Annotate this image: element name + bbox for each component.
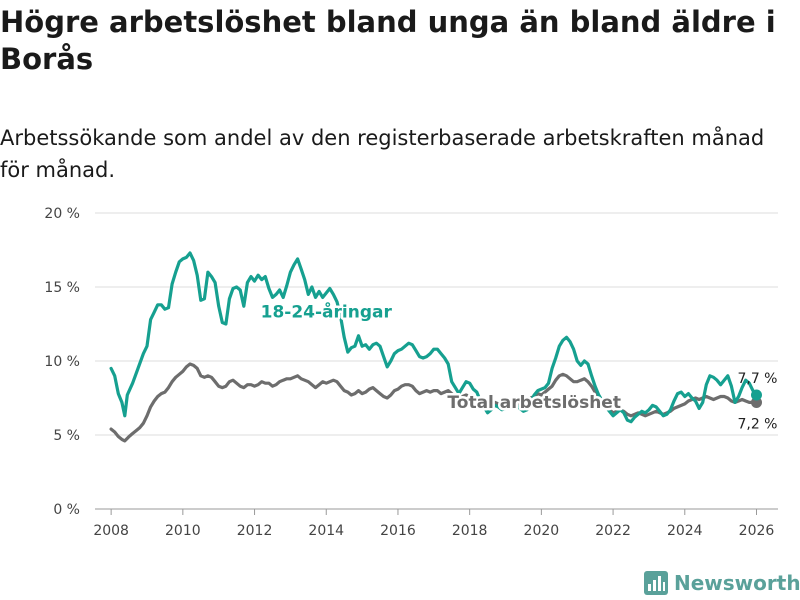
x-tick-label: 2024 [667,523,703,539]
end-label-total: 7,2 % [737,416,777,432]
x-tick-label: 2018 [452,523,488,539]
brand-logo: Newsworthy [644,568,800,598]
x-tick-label: 2026 [739,523,775,539]
y-tick-label: 20 % [44,206,80,222]
series-line-youth [109,251,759,424]
y-tick-label: 0 % [53,502,80,518]
chart-title: Högre arbetslöshet bland unga än bland ä… [0,5,776,76]
end-label-youth: 7,7 % [737,371,777,387]
x-tick-label: 2014 [308,523,344,539]
bar-chart-logo-icon [644,571,668,595]
x-tick-label: 2010 [165,523,201,539]
x-tick-label: 2022 [595,523,631,539]
chart-subtitle: Arbetssökande som andel av den registerb… [0,126,765,182]
y-tick-label: 10 % [44,354,80,370]
x-tick-label: 2008 [93,523,129,539]
series-annotation-total: Total arbetslöshet [447,393,621,413]
series-endpoint-youth [750,389,762,401]
x-tick-label: 2020 [524,523,560,539]
brand-name: Newsworthy [674,571,800,595]
y-tick-label: 5 % [53,428,80,444]
series-annotation-youth: 18-24-åringar [261,301,393,323]
x-tick-label: 2012 [237,523,273,539]
series-line-total [109,362,759,443]
x-tick-label: 2016 [380,523,416,539]
y-tick-label: 15 % [44,280,80,296]
